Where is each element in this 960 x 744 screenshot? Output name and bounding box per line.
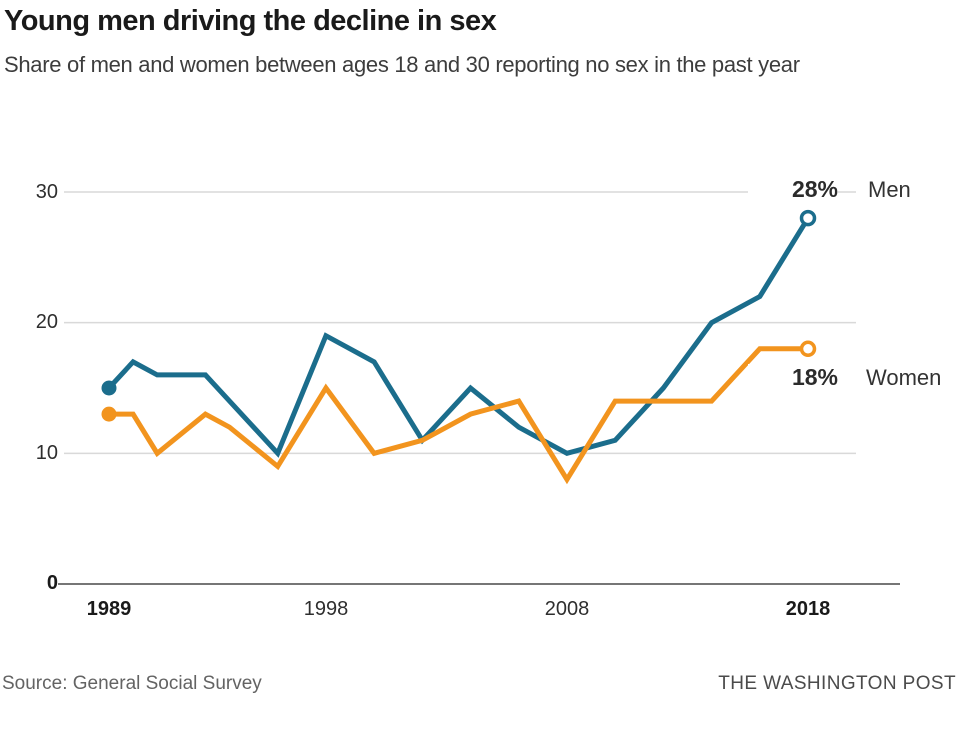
- women-line: [109, 346, 808, 485]
- women-series-label: Women: [866, 365, 942, 390]
- y-tick-20: 20: [35, 311, 58, 333]
- men-end-value-label: 28%: [748, 176, 838, 203]
- y-tick-0: 0: [46, 572, 58, 594]
- x-tick-2018: 2018: [785, 598, 831, 620]
- x-tick-1989: 1989: [86, 598, 132, 620]
- chart-title: Young men driving the decline in sex: [4, 5, 497, 37]
- women-end-circle: [799, 340, 817, 358]
- men-end-circle: [799, 209, 817, 227]
- men-start-dot: [101, 380, 117, 396]
- chart-subtitle: Share of men and women between ages 18 a…: [4, 52, 800, 77]
- publisher-brand: THE WASHINGTON POST: [718, 673, 956, 694]
- men-series-label: Men: [868, 177, 911, 202]
- y-tick-10: 10: [35, 442, 58, 464]
- women-start-dot: [101, 406, 117, 422]
- line-chart-canvas: [58, 191, 900, 585]
- x-tick-2008: 2008: [544, 598, 590, 620]
- y-tick-30: 30: [35, 181, 58, 203]
- women-end-value-label: 18%: [748, 364, 838, 391]
- source-credit: Source: General Social Survey: [2, 673, 262, 694]
- x-tick-1998: 1998: [303, 598, 349, 620]
